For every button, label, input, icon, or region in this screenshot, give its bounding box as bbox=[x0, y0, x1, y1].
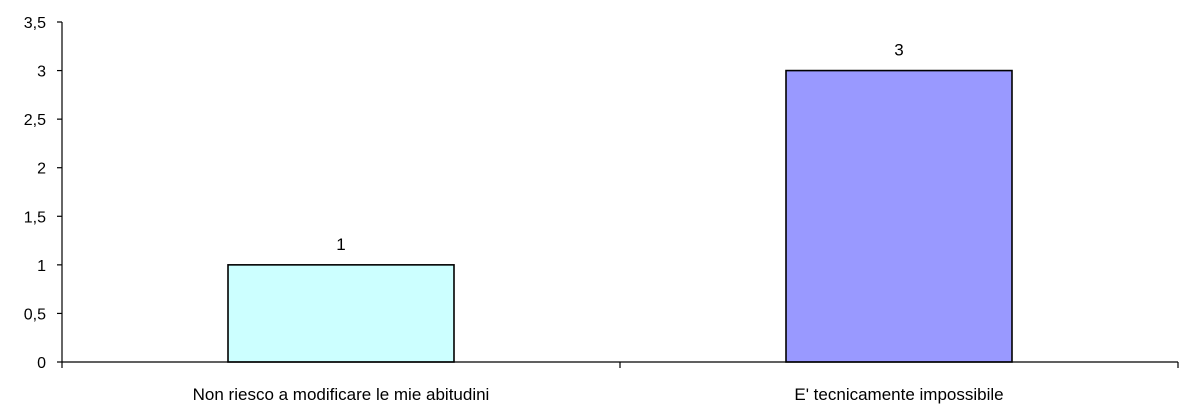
y-tick-label: 3 bbox=[37, 64, 46, 81]
y-tick-label: 3,5 bbox=[24, 15, 46, 32]
y-tick-label: 2 bbox=[37, 161, 46, 178]
bar bbox=[227, 264, 455, 363]
bars bbox=[227, 69, 1013, 363]
x-ticks bbox=[61, 362, 1179, 368]
y-tick-label: 2,5 bbox=[24, 112, 46, 129]
y-tick-label: 0 bbox=[37, 355, 46, 372]
data-labels: 13 bbox=[336, 41, 903, 254]
data-label: 1 bbox=[336, 235, 345, 254]
x-tick-label: E' tecnicamente impossibile bbox=[794, 385, 1003, 404]
data-label: 3 bbox=[894, 41, 903, 60]
y-tick-label: 0,5 bbox=[24, 306, 46, 323]
x-tick-labels: Non riesco a modificare le mie abitudini… bbox=[193, 385, 1004, 404]
y-tick-labels: 0 0,5 1 1,5 2 2,5 3 3,5 bbox=[24, 15, 46, 372]
y-tick-label: 1 bbox=[37, 258, 46, 275]
y-ticks bbox=[57, 21, 62, 363]
y-tick-label: 1,5 bbox=[24, 209, 46, 226]
bar bbox=[785, 69, 1013, 363]
x-tick-label: Non riesco a modificare le mie abitudini bbox=[193, 385, 490, 404]
